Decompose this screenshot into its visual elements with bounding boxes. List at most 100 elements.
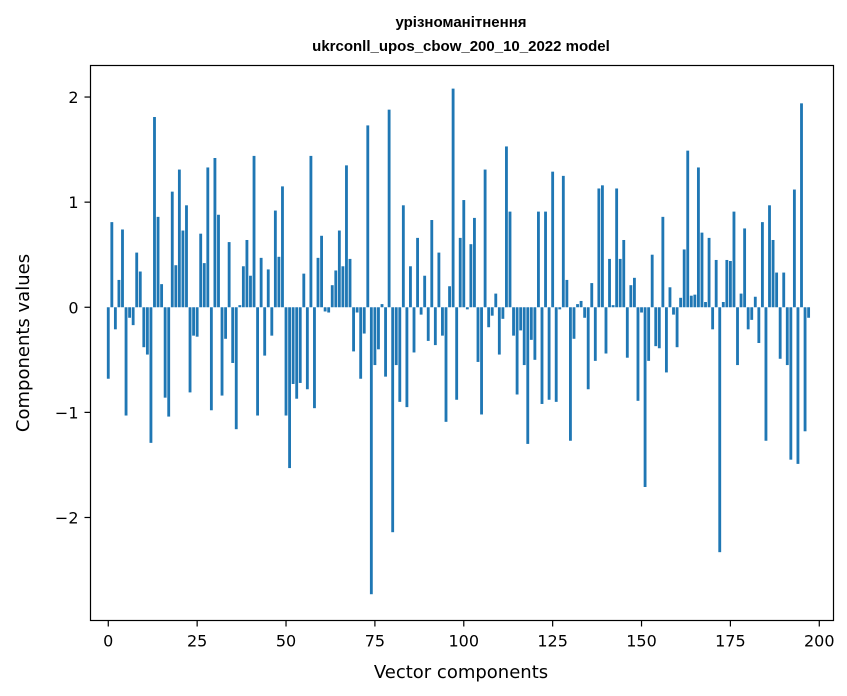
bar-62	[327, 307, 331, 313]
bar-177	[736, 307, 739, 366]
bar-189	[778, 307, 782, 359]
bar-172	[718, 307, 722, 553]
bar-160	[675, 307, 679, 348]
bar-147	[629, 285, 633, 308]
bar-91	[430, 220, 434, 308]
bar-106	[483, 169, 487, 308]
bar-178	[739, 293, 743, 308]
bar-134	[583, 307, 587, 318]
y-axis: −2 −1 0 1 2	[55, 88, 91, 527]
bar-137	[593, 307, 597, 361]
bar-104	[476, 307, 480, 362]
bar-24	[192, 307, 196, 336]
bar-179	[743, 228, 747, 308]
bar-169	[707, 237, 711, 308]
bar-26	[199, 233, 203, 308]
bar-5	[124, 307, 128, 416]
bar-101	[465, 307, 469, 310]
bar-180	[746, 307, 750, 330]
bar-56	[305, 307, 309, 390]
bar-88	[419, 307, 423, 315]
bar-190	[782, 272, 786, 308]
bar-3	[117, 279, 121, 308]
bar-133	[579, 300, 583, 308]
bar-171	[714, 259, 718, 308]
bar-65	[337, 230, 341, 308]
bar-2	[113, 307, 117, 330]
bar-59	[316, 257, 320, 308]
bar-158	[668, 287, 672, 308]
bar-100	[462, 200, 466, 308]
bar-129	[565, 279, 569, 308]
y-tick-label: 1	[68, 193, 78, 212]
bar-58	[313, 307, 316, 409]
bar-49	[281, 186, 284, 308]
x-axis-label: Vector components	[374, 662, 548, 683]
bar-44	[263, 307, 267, 356]
bar-63	[330, 285, 334, 308]
bar-93	[437, 252, 441, 308]
x-tick-label: 175	[715, 632, 746, 651]
bar-155	[657, 307, 661, 349]
bar-78	[384, 307, 387, 377]
bar-46	[270, 307, 274, 336]
bar-102	[469, 244, 473, 308]
bar-150	[640, 307, 643, 313]
bar-131	[572, 307, 576, 339]
bar-120	[533, 307, 537, 360]
bar-138	[597, 188, 601, 308]
y-tick-label: 2	[68, 88, 78, 107]
bar-144	[618, 258, 622, 308]
bar-30	[213, 158, 217, 308]
bar-112	[505, 146, 508, 308]
bar-135	[586, 307, 590, 390]
bar-130	[569, 307, 572, 441]
bar-17	[167, 307, 171, 417]
bar-187	[771, 239, 775, 308]
bar-21	[181, 230, 185, 308]
bar-8	[135, 252, 139, 308]
bar-154	[654, 307, 658, 347]
bar-57	[309, 155, 313, 308]
bar-182	[753, 296, 757, 308]
bar-192	[789, 307, 793, 460]
bar-76	[377, 307, 380, 350]
bar-4	[121, 229, 124, 308]
bar-127	[558, 307, 562, 310]
bar-31	[217, 214, 220, 308]
bar-64	[334, 270, 338, 308]
bar-32	[220, 307, 224, 396]
bar-183	[757, 307, 761, 343]
bar-97	[451, 88, 455, 308]
bar-128	[561, 175, 565, 308]
bar-170	[711, 307, 715, 330]
bar-114	[512, 307, 515, 336]
bar-0	[106, 307, 110, 379]
bar-107	[487, 307, 491, 328]
bar-197	[807, 307, 811, 318]
bar-176	[732, 211, 736, 308]
x-tick-label: 50	[276, 632, 296, 651]
bar-38	[241, 266, 245, 308]
bar-185	[764, 307, 768, 441]
bar-25	[195, 307, 199, 337]
bar-37	[238, 305, 242, 308]
bar-191	[785, 307, 789, 366]
bar-108	[490, 307, 494, 316]
bar-159	[672, 307, 675, 315]
y-tick-label: −2	[55, 508, 79, 527]
bar-94	[441, 307, 444, 336]
bar-174	[725, 259, 729, 308]
bar-28	[206, 167, 210, 308]
y-tick-label: −1	[55, 403, 79, 422]
bar-121	[537, 211, 540, 308]
chart-title: урізноманітнення	[395, 14, 526, 31]
bar-55	[302, 273, 306, 308]
bar-139	[601, 185, 604, 308]
bar-86	[412, 307, 416, 353]
bar-175	[728, 261, 732, 308]
bar-82	[398, 307, 402, 402]
bar-27	[202, 263, 206, 308]
bar-34	[227, 242, 231, 308]
bar-109	[494, 293, 498, 308]
